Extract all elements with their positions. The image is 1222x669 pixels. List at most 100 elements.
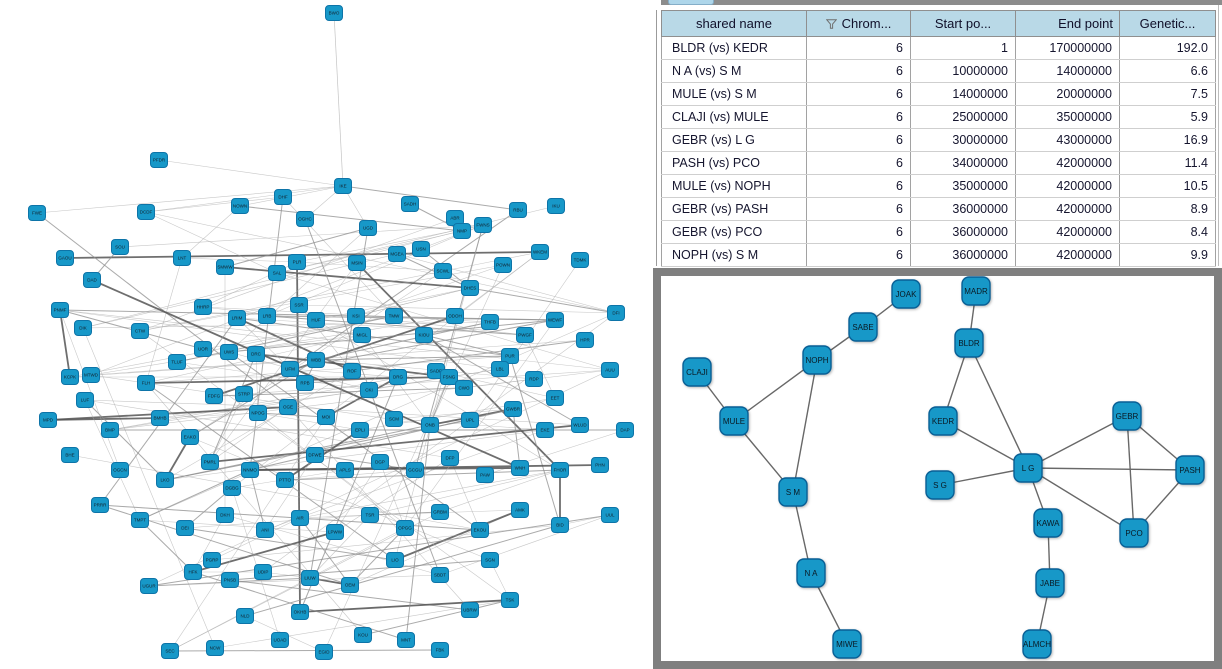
graph-node[interactable]: DGP bbox=[371, 454, 389, 470]
graph-node[interactable]: EET bbox=[546, 390, 564, 406]
graph-node[interactable]: USN bbox=[412, 241, 430, 257]
graph-node[interactable]: EAKO bbox=[181, 429, 199, 445]
graph-node[interactable]: OGE bbox=[279, 399, 297, 415]
graph-node[interactable]: UPL bbox=[461, 412, 479, 428]
graph-node[interactable]: TSK bbox=[501, 592, 519, 608]
detail-network-canvas[interactable]: JOAK SABE NOPH CLAJI MULE S M N A MIWE MADR BLDR K… bbox=[661, 276, 1214, 661]
graph-node[interactable]: PMRL bbox=[201, 454, 219, 470]
graph-node[interactable]: LNT bbox=[173, 250, 191, 266]
table-row[interactable]: GEBR (vs) L G 6 30000000 43000000 16.9 bbox=[661, 128, 1216, 152]
graph-node-SABE[interactable]: SABE bbox=[848, 312, 878, 342]
graph-node[interactable]: EPLI bbox=[351, 422, 369, 438]
graph-node[interactable]: SOU bbox=[111, 239, 129, 255]
graph-node[interactable]: AMK bbox=[511, 502, 529, 518]
graph-node[interactable]: KIOU bbox=[415, 327, 433, 343]
graph-node[interactable]: GRBM bbox=[431, 504, 449, 520]
graph-node[interactable]: LIUW bbox=[301, 570, 319, 586]
graph-node[interactable]: MSIN bbox=[348, 255, 366, 271]
column-header-genetic---[interactable]: Genetic... bbox=[1119, 10, 1216, 37]
graph-node[interactable]: UBRW bbox=[461, 602, 479, 618]
graph-node[interactable]: FWE bbox=[28, 205, 46, 221]
graph-node[interactable]: EKE bbox=[536, 422, 554, 438]
graph-node[interactable]: DFI bbox=[607, 305, 625, 321]
graph-node[interactable]: TMW bbox=[385, 308, 403, 324]
graph-node[interactable]: PNSB bbox=[221, 572, 239, 588]
graph-node-BLDR[interactable]: BLDR bbox=[954, 328, 984, 358]
graph-node[interactable]: KCPK bbox=[61, 369, 79, 385]
graph-node[interactable]: APLS bbox=[336, 462, 354, 478]
graph-node[interactable]: DKH bbox=[216, 507, 234, 523]
graph-node[interactable]: DRC bbox=[247, 346, 265, 362]
graph-node[interactable]: BWO bbox=[325, 5, 343, 21]
graph-node-KAWA[interactable]: KAWA bbox=[1033, 508, 1063, 538]
table-row[interactable]: GEBR (vs) PCO 6 36000000 42000000 8.4 bbox=[661, 220, 1216, 244]
graph-node[interactable]: DAD bbox=[83, 272, 101, 288]
graph-node-PASH[interactable]: PASH bbox=[1175, 455, 1205, 485]
table-row[interactable]: GEBR (vs) PASH 6 36000000 42000000 8.9 bbox=[661, 197, 1216, 221]
graph-node-JABE[interactable]: JABE bbox=[1035, 568, 1065, 598]
graph-node[interactable]: NNMO bbox=[241, 462, 259, 478]
graph-node[interactable]: PTTO bbox=[276, 472, 294, 488]
graph-node[interactable]: OEM bbox=[341, 577, 359, 593]
column-header-end-point[interactable]: End point bbox=[1015, 10, 1120, 37]
graph-node[interactable]: RPB bbox=[296, 375, 314, 391]
graph-node[interactable]: MPD bbox=[39, 412, 57, 428]
table-row[interactable]: CLAJI (vs) MULE 6 25000000 35000000 5.9 bbox=[661, 105, 1216, 129]
graph-node[interactable]: FHOR bbox=[551, 462, 569, 478]
graph-node[interactable]: PLR bbox=[288, 254, 306, 270]
graph-node[interactable]: PHN bbox=[591, 457, 609, 473]
graph-node[interactable]: MOI bbox=[317, 409, 335, 425]
graph-node[interactable]: SCWL bbox=[434, 263, 452, 279]
graph-node[interactable]: TLUF bbox=[168, 354, 186, 370]
graph-node[interactable]: FWNS bbox=[474, 217, 492, 233]
graph-node-GEBR[interactable]: GEBR bbox=[1112, 401, 1142, 431]
graph-node[interactable]: PAW bbox=[476, 467, 494, 483]
graph-node[interactable]: DHF bbox=[274, 189, 292, 205]
graph-node[interactable]: UDIP bbox=[254, 564, 272, 580]
graph-node[interactable]: FLH bbox=[137, 375, 155, 391]
graph-node-JOAK[interactable]: JOAK bbox=[891, 279, 921, 309]
graph-node[interactable]: DRG bbox=[389, 369, 407, 385]
table-row[interactable]: N A (vs) S M 6 10000000 14000000 6.6 bbox=[661, 59, 1216, 83]
graph-node[interactable]: LRIM bbox=[228, 310, 246, 326]
graph-node[interactable]: UOR bbox=[194, 341, 212, 357]
graph-node[interactable]: WNH bbox=[511, 460, 529, 476]
graph-node[interactable]: NPOG bbox=[249, 405, 267, 421]
graph-node[interactable]: HHRP bbox=[194, 299, 212, 315]
graph-node[interactable]: KSI bbox=[347, 308, 365, 324]
column-header-shared-name[interactable]: shared name bbox=[661, 10, 807, 37]
graph-node[interactable]: SAL bbox=[268, 265, 286, 281]
graph-node[interactable]: BMP bbox=[101, 422, 119, 438]
graph-node[interactable]: NMP bbox=[453, 223, 471, 239]
graph-node-KEDR[interactable]: KEDR bbox=[928, 406, 958, 436]
graph-node[interactable]: CWO bbox=[455, 380, 473, 396]
graph-node[interactable]: BID bbox=[551, 517, 569, 533]
graph-node[interactable]: OPGG bbox=[396, 520, 414, 536]
graph-node[interactable]: DFP bbox=[441, 450, 459, 466]
graph-node-S-G[interactable]: S G bbox=[925, 470, 955, 500]
graph-node[interactable]: FBK bbox=[431, 642, 449, 658]
graph-node[interactable]: MIGL bbox=[353, 327, 371, 343]
graph-node[interactable]: PUR bbox=[501, 348, 519, 364]
graph-node[interactable]: DEI bbox=[176, 520, 194, 536]
graph-node[interactable]: SCM bbox=[385, 411, 403, 427]
graph-node[interactable]: UUL bbox=[601, 507, 619, 523]
graph-node[interactable]: EKOU bbox=[471, 522, 489, 538]
graph-node[interactable]: IKE bbox=[334, 178, 352, 194]
graph-node[interactable]: NOWN bbox=[231, 198, 249, 214]
graph-node[interactable]: LIO bbox=[386, 552, 404, 568]
graph-node[interactable]: GWBR bbox=[504, 401, 522, 417]
graph-node[interactable]: EGID bbox=[315, 644, 333, 660]
graph-node[interactable]: ANI bbox=[256, 522, 274, 538]
graph-node[interactable]: SEC bbox=[161, 643, 179, 659]
graph-node[interactable]: ABR bbox=[446, 210, 464, 226]
column-header-chrom---[interactable]: Chrom... bbox=[806, 10, 911, 37]
column-header-start-po---[interactable]: Start po... bbox=[910, 10, 1016, 37]
graph-node[interactable]: LKO bbox=[156, 472, 174, 488]
graph-node[interactable]: POWN bbox=[494, 257, 512, 273]
graph-node[interactable]: MGEA bbox=[388, 246, 406, 262]
graph-node[interactable]: ONB bbox=[421, 417, 439, 433]
graph-node[interactable]: SBDT bbox=[431, 567, 449, 583]
graph-node[interactable]: PGRP bbox=[203, 552, 221, 568]
graph-node[interactable]: MTWD bbox=[82, 367, 100, 383]
